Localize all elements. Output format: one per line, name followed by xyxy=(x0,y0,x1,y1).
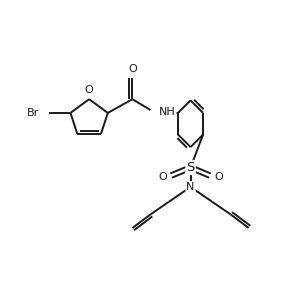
Text: NH: NH xyxy=(159,108,176,117)
Text: O: O xyxy=(128,64,137,74)
Text: O: O xyxy=(85,85,93,95)
Text: O: O xyxy=(214,172,223,182)
Text: S: S xyxy=(186,161,195,174)
Text: N: N xyxy=(186,182,195,192)
Text: O: O xyxy=(158,172,167,182)
Text: Br: Br xyxy=(27,108,39,118)
